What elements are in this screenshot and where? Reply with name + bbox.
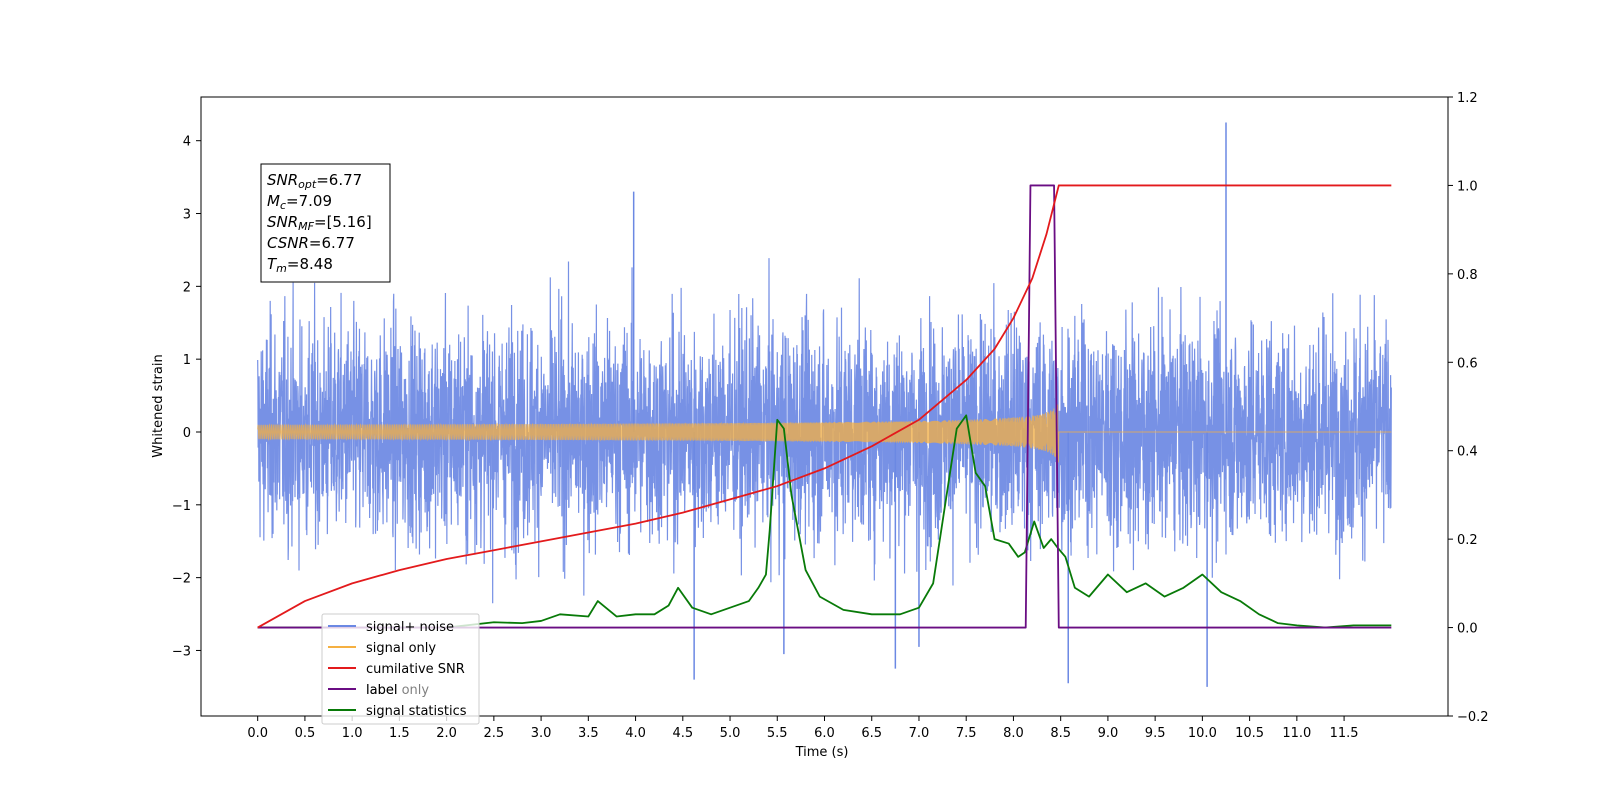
x-tick-label: 6.5: [861, 726, 882, 741]
legend-label: signal+ noise: [366, 620, 454, 635]
y-right-tick-label: 0.4: [1457, 445, 1478, 460]
x-tick-label: 1.5: [389, 726, 410, 741]
y-axis-left: −3 −2 −1 0 1 2 3 4: [172, 135, 201, 659]
x-tick-label: 6.0: [814, 726, 835, 741]
x-tick-label: 3.0: [531, 726, 552, 741]
x-tick-label: 0.0: [247, 726, 268, 741]
y-left-tick-label: 0: [183, 426, 191, 441]
x-tick-label: 3.5: [578, 726, 599, 741]
x-tick-label: 9.5: [1145, 726, 1166, 741]
annotation-frame: [260, 163, 391, 283]
y-right-tick-label: −0.2: [1457, 710, 1489, 725]
x-tick-label: 5.5: [767, 726, 788, 741]
series-layer: [257, 122, 1392, 687]
y-left-tick-label: 2: [183, 280, 191, 295]
series-signal-noise: [257, 258, 1392, 604]
x-axis: 0.0 0.5 1.0 1.5 2.0 2.5 3.0 3.5 4.0 4.5 5.0 5.5 6.0 6…: [247, 716, 1359, 741]
x-axis-label: Time (s): [795, 745, 849, 760]
y-right-tick-label: 1.0: [1457, 179, 1478, 194]
y-axis-label: Whitened strain: [151, 354, 166, 457]
x-tick-label: 10.5: [1235, 726, 1264, 741]
annotation-line: Tm=8.48: [267, 255, 333, 275]
series-cumulative-snr: [257, 184, 1392, 629]
legend-label: label: [366, 683, 397, 698]
y-right-tick-label: 0.8: [1457, 268, 1478, 283]
series-label: [257, 184, 1392, 629]
x-tick-label: 1.0: [342, 726, 363, 741]
series-signal-only: [257, 404, 1392, 463]
y-left-tick-label: −1: [172, 499, 191, 514]
x-tick-label: 11.5: [1330, 726, 1359, 741]
y-left-tick-label: −3: [172, 644, 191, 659]
legend-label: cumilative SNR: [366, 662, 465, 677]
x-tick-label: 2.5: [484, 726, 505, 741]
legend-frame: [321, 613, 480, 725]
annotation-line: SNRopt=6.77: [267, 171, 362, 191]
y-left-tick-label: 1: [183, 353, 191, 368]
y-right-tick-label: 0.0: [1457, 622, 1478, 637]
x-tick-label: 9.0: [1098, 726, 1119, 741]
y-right-tick-label: 1.2: [1457, 91, 1478, 106]
x-tick-label: 2.0: [436, 726, 457, 741]
y-right-tick-label: 0.6: [1457, 356, 1478, 371]
legend: signal+ noise signal only cumilative SNR la…: [321, 613, 480, 725]
y-left-tick-label: 4: [183, 135, 191, 150]
x-tick-label: 7.0: [909, 726, 930, 741]
legend-label-faded: label only: [366, 683, 429, 698]
x-tick-label: 4.5: [672, 726, 693, 741]
legend-label: signal only: [366, 641, 436, 656]
series-signal-statistics: [257, 414, 1392, 629]
x-tick-label: 11.0: [1282, 726, 1311, 741]
x-tick-label: 10.0: [1188, 726, 1217, 741]
y-right-tick-label: 0.2: [1457, 533, 1478, 548]
x-tick-label: 7.5: [956, 726, 977, 741]
y-left-tick-label: 3: [183, 208, 191, 223]
annotation-line: CSNR=6.77: [267, 234, 355, 252]
annotation-line: Mc=7.09: [267, 192, 332, 212]
x-tick-label: 0.5: [295, 726, 316, 741]
x-tick-label: 8.0: [1003, 726, 1024, 741]
y-left-tick-label: −2: [172, 572, 191, 587]
x-tick-label: 5.0: [720, 726, 741, 741]
x-tick-label: 8.5: [1050, 726, 1071, 741]
legend-label: signal statistics: [366, 704, 467, 719]
annotation-line: SNRMF=[5.16]: [267, 213, 372, 233]
x-tick-label: 4.0: [625, 726, 646, 741]
y-axis-right: −0.2 0.0 0.2 0.4 0.6 0.8 1.0 1.2: [1448, 91, 1489, 725]
